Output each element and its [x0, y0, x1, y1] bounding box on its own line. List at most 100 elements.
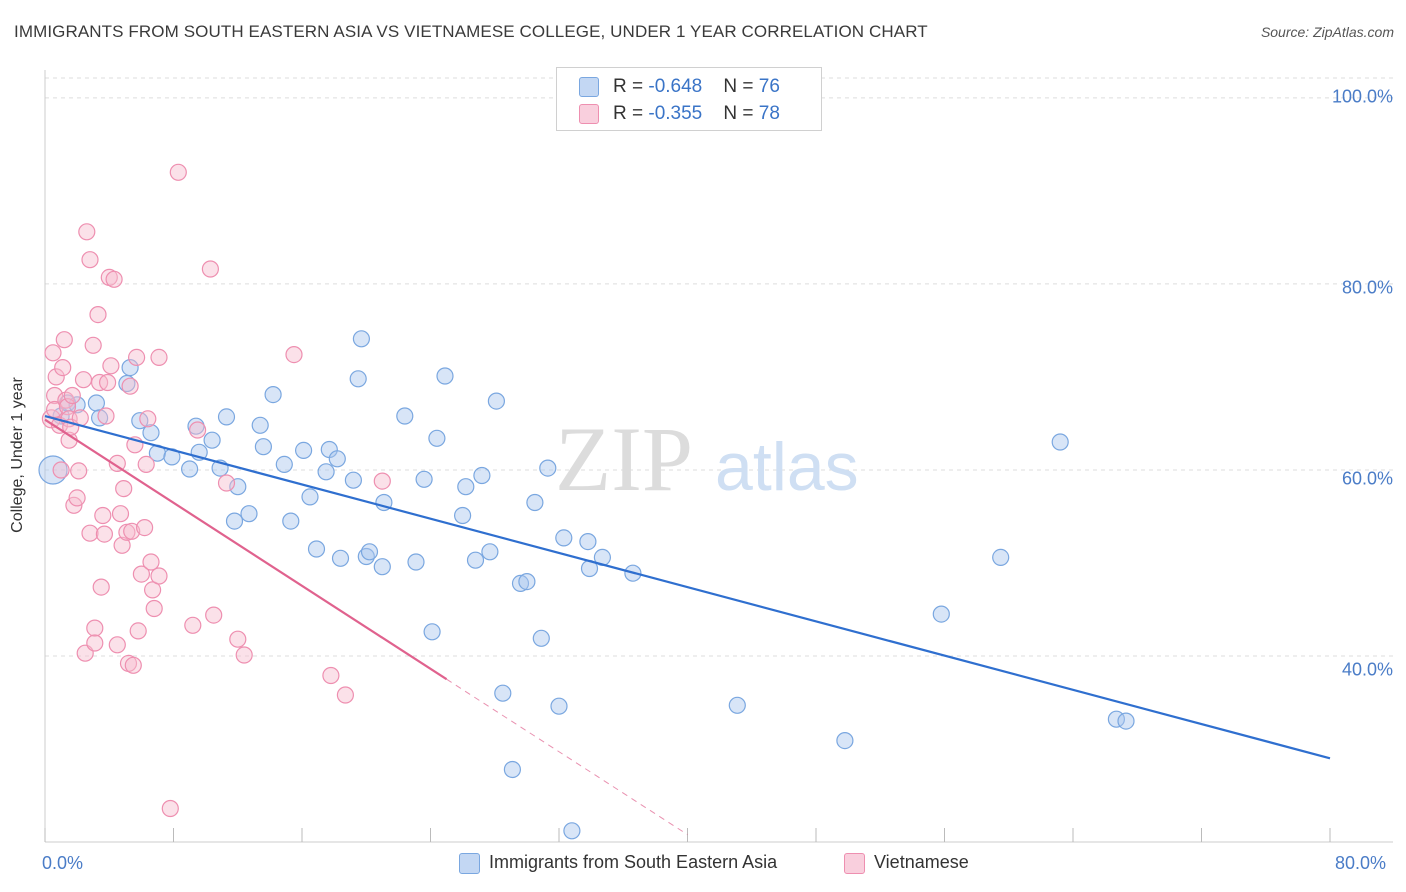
point-vietnamese [68, 489, 86, 507]
y-tick-label-80: 80.0% [1341, 277, 1393, 298]
point-immigrants [454, 506, 472, 525]
gridlines [45, 77, 1393, 657]
legend-n-value: 76 [758, 76, 780, 97]
point-immigrants [992, 548, 1010, 567]
point-vietnamese [373, 472, 391, 490]
trendline-vietnamese-extension [446, 678, 688, 835]
y-axis-label: College, Under 1 year [9, 377, 26, 533]
point-immigrants [1117, 712, 1135, 730]
point-vietnamese [150, 567, 168, 585]
point-immigrants [357, 547, 375, 566]
point-immigrants [282, 512, 300, 530]
point-immigrants [539, 459, 557, 477]
point-vietnamese [201, 260, 219, 278]
point-immigrants [360, 543, 379, 561]
point-vietnamese [169, 163, 187, 181]
point-immigrants [728, 696, 746, 714]
point-vietnamese [161, 799, 179, 818]
point-vietnamese [121, 377, 139, 395]
point-vietnamese [336, 686, 354, 704]
point-immigrants [563, 822, 581, 840]
point-vietnamese [322, 666, 340, 685]
point-immigrants [836, 731, 854, 750]
point-vietnamese [128, 348, 146, 366]
point-vietnamese [123, 522, 141, 540]
y-tick-label-100: 100.0% [1331, 86, 1393, 107]
point-immigrants [457, 478, 475, 496]
point-immigrants [436, 367, 454, 385]
point-vietnamese [137, 455, 155, 473]
point-vietnamese [113, 536, 131, 554]
point-vietnamese [86, 634, 104, 652]
point-vietnamese [229, 630, 247, 648]
trendline-immigrants [44, 414, 1331, 760]
axes [44, 70, 1393, 843]
x-tick-label-min: 0.0% [42, 853, 84, 873]
point-vietnamese [235, 646, 253, 664]
point-immigrants [550, 697, 568, 715]
point-immigrants [518, 572, 536, 591]
point-vietnamese [74, 371, 93, 389]
trend-lines [44, 414, 1331, 835]
point-vietnamese [89, 306, 107, 324]
point-vietnamese [45, 386, 64, 405]
point-immigrants [1051, 433, 1069, 451]
point-vietnamese [132, 565, 150, 583]
point-immigrants [264, 386, 282, 404]
point-immigrants [555, 529, 573, 547]
point-immigrants [240, 505, 258, 523]
legend-swatch-immigrants [459, 853, 480, 874]
point-immigrants [328, 450, 346, 468]
point-immigrants [349, 370, 367, 388]
legend-label-vietnamese: Vietnamese [874, 852, 969, 872]
series-legend: Immigrants from South Eastern Asia Vietn… [0, 851, 1406, 879]
point-immigrants [317, 463, 335, 481]
point-vietnamese [97, 407, 115, 425]
y-tick-label-60: 60.0% [1341, 468, 1393, 489]
point-vietnamese [108, 454, 126, 472]
point-immigrants [331, 549, 350, 567]
correlation-legend: R = -0.648 N = 76 R = -0.355 N = 78 [556, 67, 822, 131]
watermark-atlas: atlas [715, 429, 859, 505]
point-immigrants [295, 441, 313, 459]
point-immigrants [428, 429, 446, 447]
point-vietnamese [139, 410, 157, 428]
trendline-vietnamese [44, 418, 448, 681]
point-immigrants [352, 330, 370, 348]
legend-n-label: N = [723, 76, 759, 97]
point-vietnamese [78, 223, 96, 241]
point-vietnamese [55, 331, 73, 349]
point-vietnamese [124, 656, 142, 674]
point-immigrants [494, 684, 512, 702]
point-immigrants [229, 478, 247, 496]
point-immigrants [532, 629, 550, 647]
point-vietnamese [205, 606, 223, 624]
legend-swatch-vietnamese [844, 853, 865, 874]
point-vietnamese [102, 357, 120, 375]
y-tick-label-40: 40.0% [1341, 659, 1393, 680]
point-vietnamese [105, 270, 123, 288]
legend-r-value: -0.648 [648, 76, 703, 97]
point-immigrants [373, 558, 391, 576]
point-immigrants [511, 574, 530, 593]
chart-title: IMMIGRANTS FROM SOUTH EASTERN ASIA VS VI… [14, 22, 928, 41]
legend-swatch-pink [579, 104, 599, 124]
point-immigrants [415, 470, 433, 488]
point-vietnamese [81, 524, 99, 542]
watermark: ZIP atlas [555, 408, 859, 510]
point-immigrants [251, 416, 269, 434]
point-immigrants [121, 359, 139, 377]
legend-r-value: -0.355 [648, 103, 703, 124]
point-immigrants [466, 551, 485, 569]
x-tick-label-max: 80.0% [1335, 853, 1387, 873]
point-vietnamese [217, 474, 236, 492]
point-immigrants [579, 532, 597, 551]
legend-r-label: R = [613, 103, 649, 124]
point-immigrants [503, 760, 522, 779]
point-vietnamese [115, 480, 133, 498]
point-vietnamese [189, 421, 207, 439]
point-immigrants [254, 438, 272, 456]
point-immigrants [932, 605, 950, 623]
point-immigrants [275, 455, 293, 473]
